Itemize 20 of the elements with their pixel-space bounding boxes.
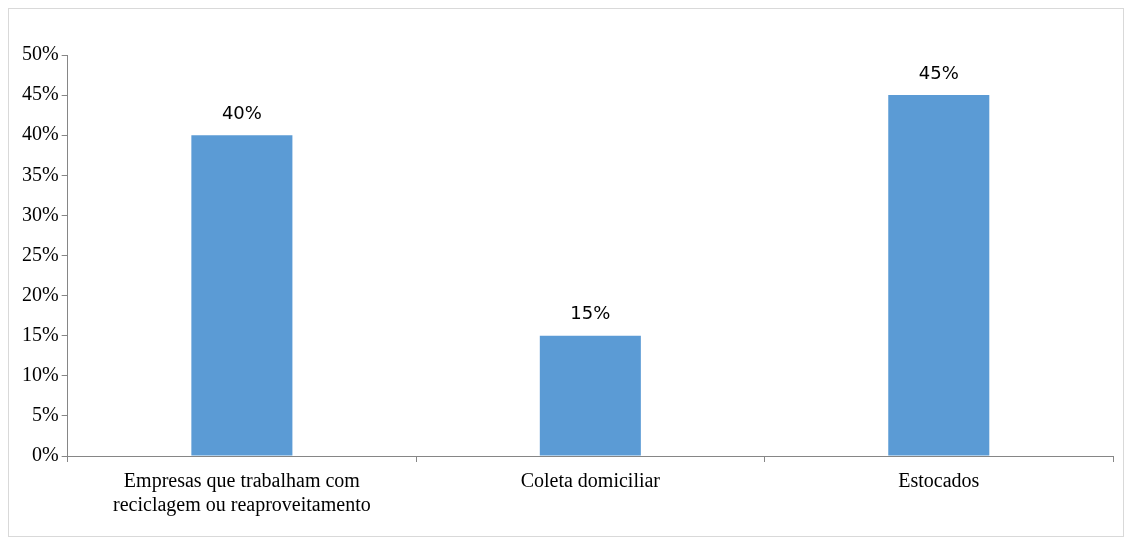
y-tick-label: 15% xyxy=(21,322,59,345)
x-tick-label: Coleta domiciliar xyxy=(520,469,661,492)
data-label: 40% xyxy=(221,101,262,123)
x-tick-label: Estocados xyxy=(898,469,980,492)
y-tick-label: 50% xyxy=(21,42,59,65)
y-tick-label: 5% xyxy=(31,403,59,426)
y-tick-label: 25% xyxy=(21,242,59,265)
bar xyxy=(888,95,990,456)
y-tick-label: 45% xyxy=(21,82,59,105)
bar xyxy=(191,135,293,456)
bar xyxy=(539,335,641,456)
y-tick-label: 0% xyxy=(31,443,59,466)
y-tick-label: 35% xyxy=(21,162,59,185)
y-tick-label: 20% xyxy=(21,282,59,305)
y-tick-label: 30% xyxy=(21,202,59,225)
x-tick-label: Empresas que trabalham com reciclagem ou reaproveitamento xyxy=(113,469,371,517)
y-tick-label: 40% xyxy=(21,122,59,145)
data-label: 15% xyxy=(570,302,611,324)
y-tick-label: 10% xyxy=(21,363,59,386)
data-label: 45% xyxy=(918,61,959,83)
